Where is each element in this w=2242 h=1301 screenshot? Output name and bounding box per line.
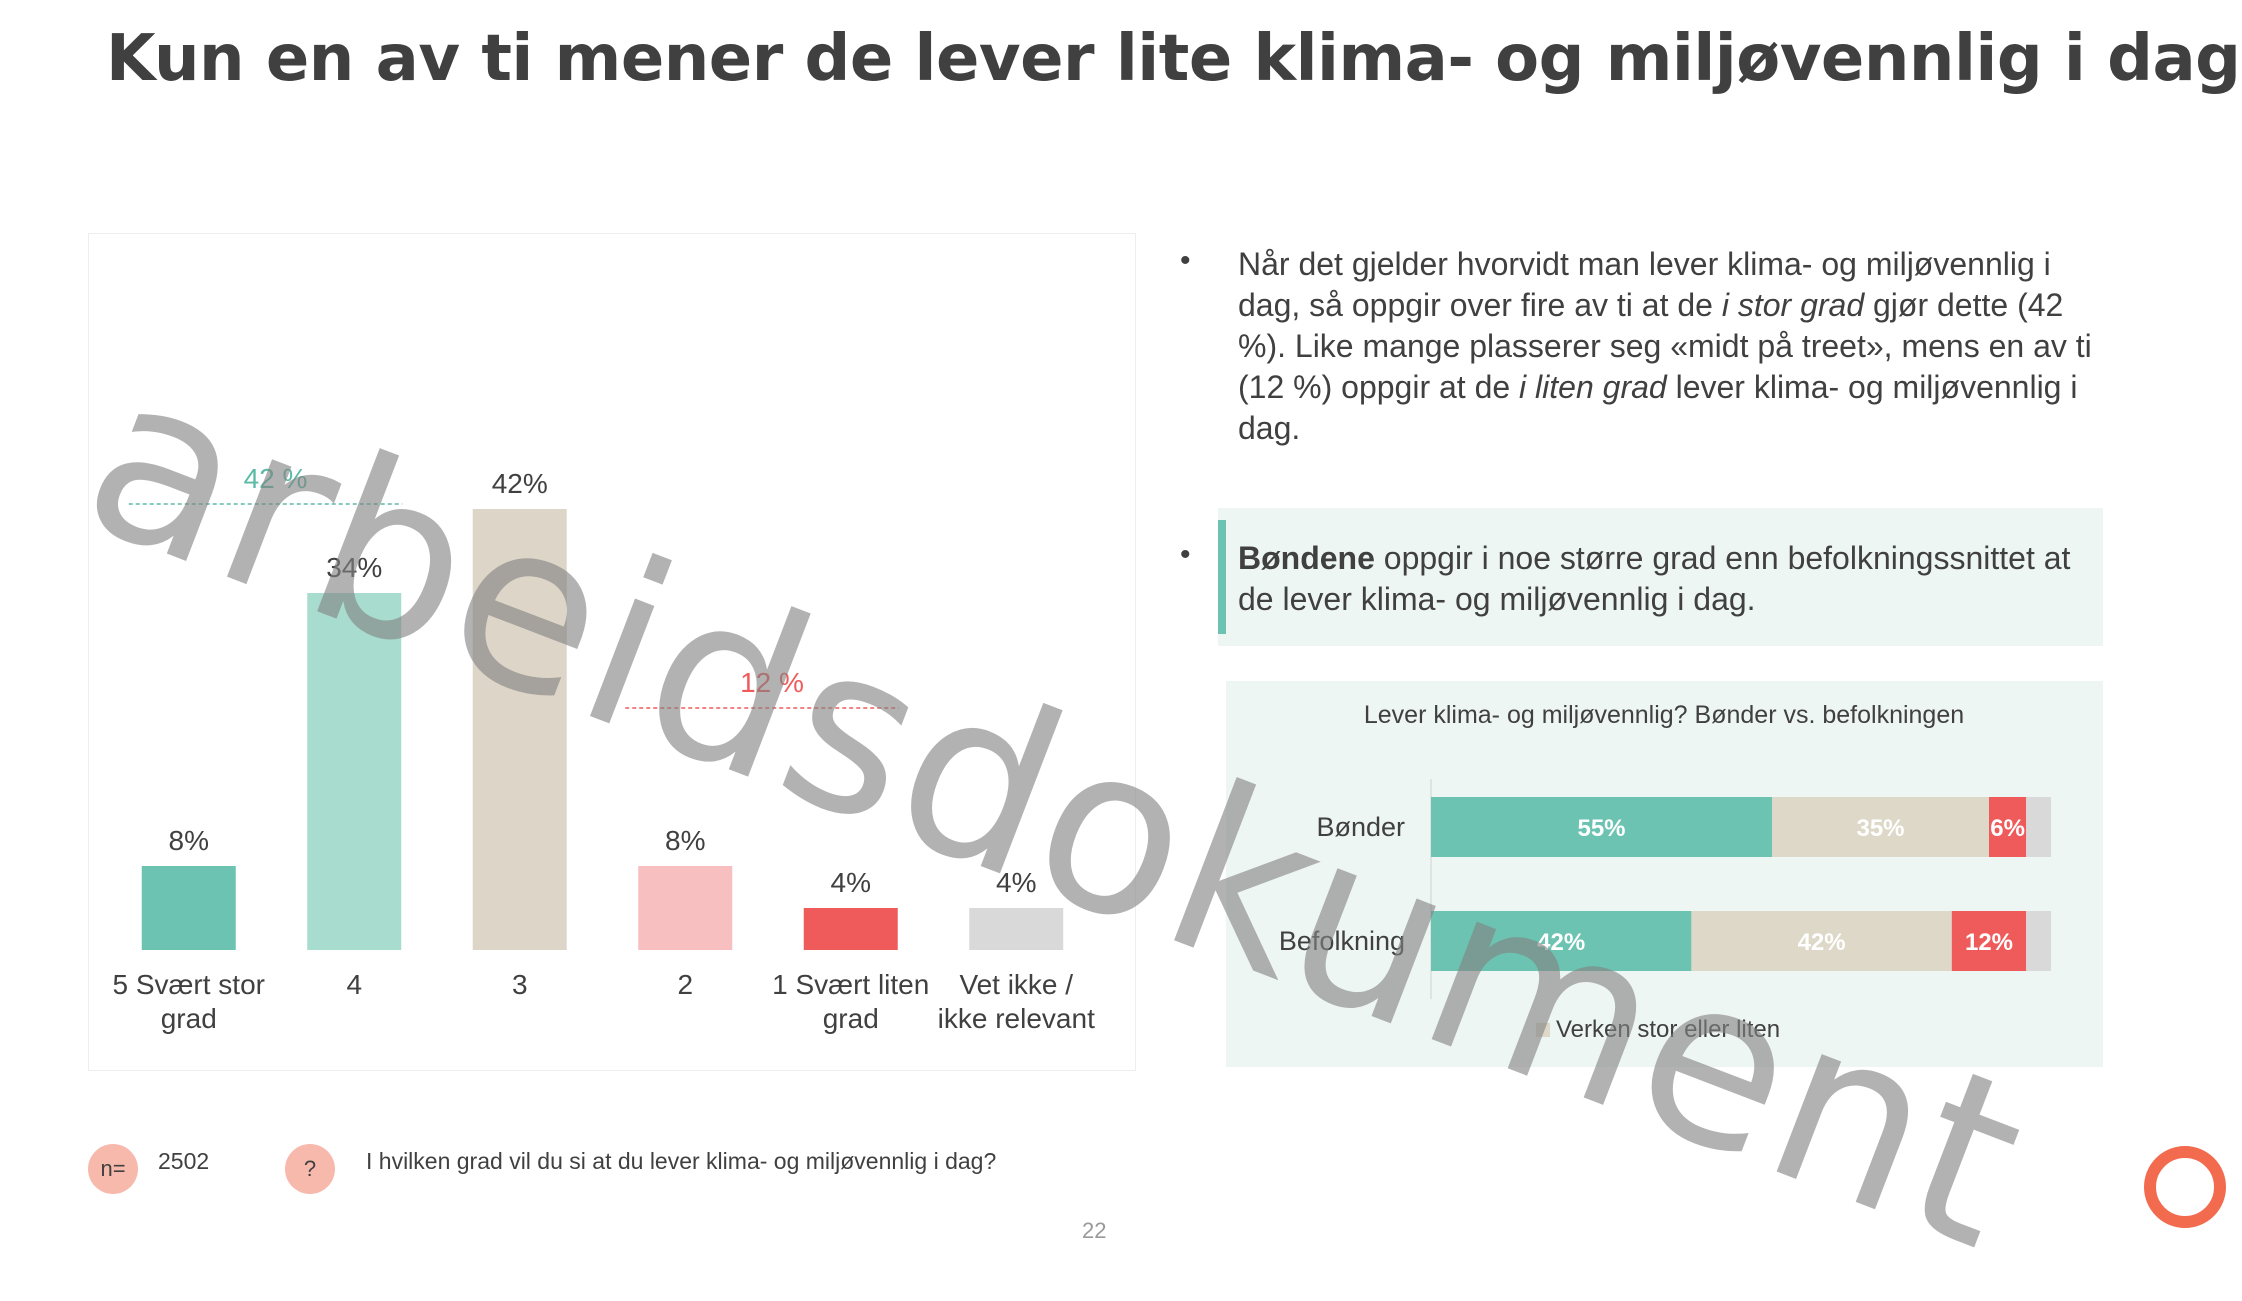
row-label: Bønder — [1316, 812, 1405, 842]
category-label: Vet ikke / ikke relevant — [938, 969, 1095, 1034]
row-label: Befolkning — [1279, 926, 1405, 956]
bar-value-label: 4% — [996, 867, 1036, 898]
category-label: 1 Svært liten grad — [772, 969, 929, 1034]
sample-size: 2502 — [158, 1148, 210, 1174]
survey-question: I hvilken grad vil du si at du lever kli… — [366, 1148, 997, 1174]
bullet-1-part-3: lever klima- og miljøvennlig i dag. — [1238, 369, 2078, 446]
comparison-chart-panel: Lever klima- og miljøvennlig? Bønder vs.… — [1226, 681, 2103, 1067]
category-label: 2 — [677, 969, 693, 1000]
comparison-chart-title: Lever klima- og miljøvennlig? Bønder vs.… — [1364, 701, 1964, 729]
comparison-stacked-bar-chart: Lever klima- og miljøvennlig? Bønder vs.… — [1279, 701, 2051, 1043]
segment-label: 35% — [1856, 815, 1904, 842]
stacked-segment — [1431, 911, 1692, 971]
bar-value-label: 34% — [326, 552, 382, 583]
stacked-segment — [1951, 911, 2027, 971]
bar-3 — [472, 509, 567, 950]
bar-4 — [638, 866, 733, 950]
bar-value-label: 42% — [492, 468, 548, 499]
bar-value-label: 4% — [831, 867, 871, 898]
bar-value-label: 8% — [665, 825, 705, 856]
legend-swatch — [1536, 1023, 1550, 1037]
segment-label: 42% — [1798, 929, 1846, 956]
bullet-2-bold: Bøndene — [1238, 540, 1375, 576]
bar-5 — [803, 908, 898, 950]
highlight-accent-bar — [1218, 520, 1226, 634]
n-badge: n= — [88, 1144, 138, 1194]
bar-value-label: 8% — [169, 825, 209, 856]
annotation-label: 12 % — [740, 667, 804, 698]
logo-ring-icon — [2144, 1146, 2226, 1228]
highlight-box — [1218, 508, 2103, 646]
stacked-segment — [1691, 911, 1952, 971]
stacked-segment — [1431, 797, 1772, 857]
page-number: 22 — [1082, 1218, 1107, 1243]
stacked-segment — [2026, 797, 2051, 857]
stacked-segment — [1772, 797, 1989, 857]
stacked-segment — [1989, 797, 2027, 857]
bar-1 — [141, 866, 236, 950]
bullet-1-italic-1: i stor grad — [1721, 287, 1865, 323]
question-badge: ? — [285, 1144, 335, 1194]
bullet-text-1: Når det gjelder hvorvidt man lever klima… — [1238, 244, 2098, 449]
category-label: 4 — [346, 969, 362, 1000]
main-bar-chart: 8% 5 Svært stor grad 34% 4 42% 3 8% 2 4% 1 Svært l… — [88, 233, 1136, 1071]
segment-label: 42% — [1537, 929, 1585, 956]
annotation-label: 42 % — [244, 463, 308, 494]
bullet-dot-2: • — [1180, 538, 1191, 571]
segment-label: 6% — [1990, 815, 2025, 842]
bullet-text-2: Bøndene oppgir i noe større grad enn bef… — [1238, 538, 2098, 620]
bar-2 — [307, 593, 402, 950]
segment-label: 55% — [1577, 815, 1625, 842]
bullet-1-italic-2: i liten grad — [1519, 369, 1667, 405]
category-label: 5 Svært stor grad — [113, 969, 265, 1034]
bar-6 — [969, 908, 1064, 950]
page-title: Kun en av ti mener de lever lite klima- … — [106, 22, 2241, 96]
bullet-1-part-2: gjør dette (42 %). Like mange plasserer … — [1238, 287, 2092, 405]
bullet-1-part-1: Når det gjelder hvorvidt man lever klima… — [1238, 246, 2051, 323]
legend-label: Verken stor eller liten — [1556, 1016, 1780, 1043]
category-label: 3 — [512, 969, 528, 1000]
bullet-dot-1: • — [1180, 244, 1191, 277]
stacked-segment — [2026, 911, 2051, 971]
bullet-2-rest: oppgir i noe større grad enn befolknings… — [1238, 540, 2071, 617]
segment-label: 12% — [1965, 929, 2013, 956]
